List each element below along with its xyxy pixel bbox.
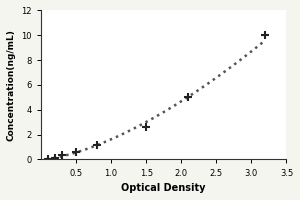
Y-axis label: Concentration(ng/mL): Concentration(ng/mL) xyxy=(7,29,16,141)
X-axis label: Optical Density: Optical Density xyxy=(122,183,206,193)
